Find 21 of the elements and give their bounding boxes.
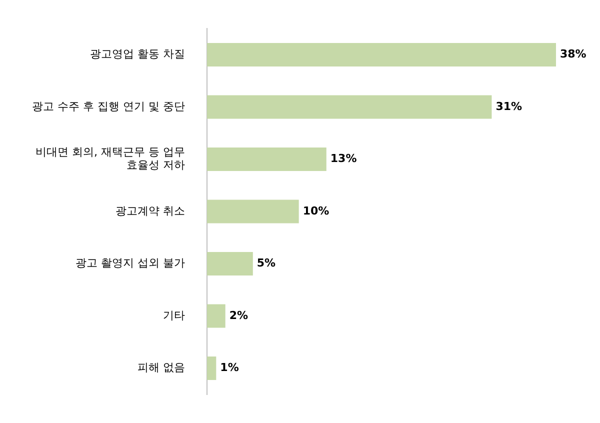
y-tick-label: 광고영업 활동 차질 bbox=[90, 48, 185, 61]
y-tick-label: 비대면 회의, 재택근무 등 업무 효율성 저하 bbox=[35, 146, 185, 172]
bar bbox=[206, 356, 216, 380]
y-tick-label: 광고계약 취소 bbox=[115, 204, 185, 218]
y-tick-label: 광고 수주 후 집행 연기 및 중단 bbox=[32, 100, 185, 113]
data-label: 2% bbox=[229, 308, 248, 322]
bar bbox=[206, 252, 253, 276]
bar bbox=[206, 95, 492, 119]
data-label: 31% bbox=[496, 100, 522, 113]
y-tick-label: 광고 촬영지 섭외 불가 bbox=[75, 256, 185, 270]
data-label: 10% bbox=[302, 204, 330, 218]
y-tick-label: 기타 bbox=[162, 308, 185, 322]
bar bbox=[206, 200, 299, 224]
bar bbox=[206, 304, 226, 328]
y-tick-label: 피해 없음 bbox=[137, 361, 185, 374]
bar bbox=[206, 42, 556, 66]
data-label: 38% bbox=[560, 48, 586, 61]
data-label: 5% bbox=[256, 256, 276, 270]
bar bbox=[206, 147, 326, 171]
data-label: 13% bbox=[330, 152, 357, 166]
data-label: 1% bbox=[220, 361, 239, 374]
